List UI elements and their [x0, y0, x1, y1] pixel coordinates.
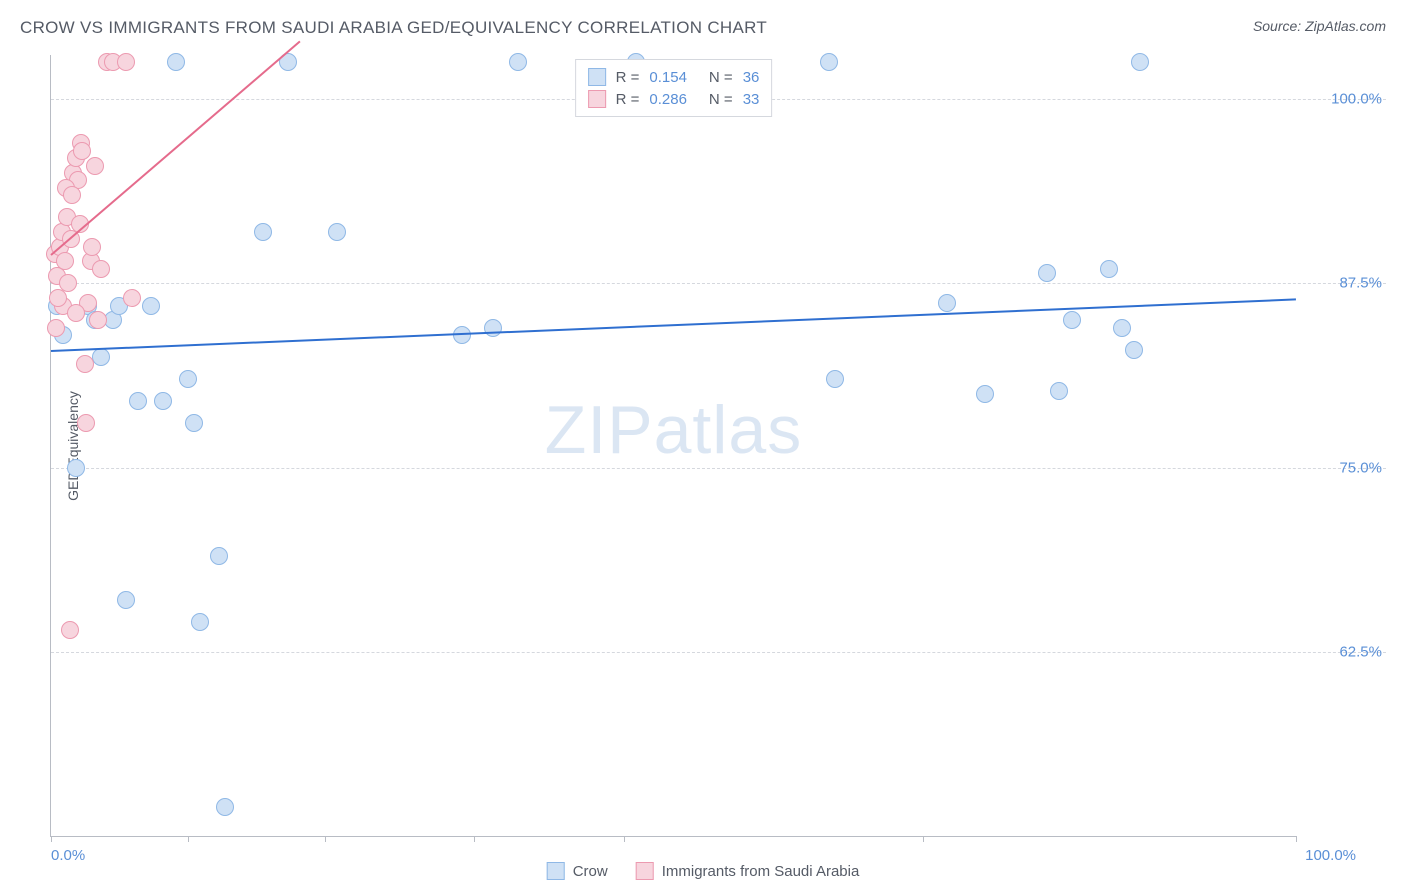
data-point: [67, 459, 85, 477]
legend-n-value: 36: [743, 69, 760, 86]
data-point: [1063, 311, 1081, 329]
legend-series-label: Immigrants from Saudi Arabia: [662, 863, 860, 880]
data-point: [117, 53, 135, 71]
gridline: [51, 283, 1386, 284]
data-point: [1131, 53, 1149, 71]
chart-title: CROW VS IMMIGRANTS FROM SAUDI ARABIA GED…: [20, 18, 767, 38]
legend-r-label: R =: [616, 69, 640, 86]
data-point: [142, 297, 160, 315]
data-point: [938, 294, 956, 312]
data-point: [820, 53, 838, 71]
gridline: [51, 468, 1386, 469]
data-point: [92, 348, 110, 366]
legend-swatch: [588, 68, 606, 86]
watermark: ZIPatlas: [545, 391, 802, 469]
legend-series: Crow Immigrants from Saudi Arabia: [547, 862, 860, 880]
y-tick-label: 100.0%: [1331, 91, 1382, 108]
gridline: [51, 652, 1386, 653]
data-point: [63, 186, 81, 204]
plot-region: ZIPatlas R =0.154N =36R =0.286N =33 62.5…: [50, 55, 1296, 837]
data-point: [1125, 341, 1143, 359]
data-point: [61, 621, 79, 639]
x-tick: [474, 836, 475, 842]
data-point: [185, 414, 203, 432]
legend-series-item: Crow: [547, 862, 608, 880]
legend-n-value: 33: [743, 91, 760, 108]
data-point: [73, 142, 91, 160]
x-axis-min-label: 0.0%: [51, 847, 85, 864]
data-point: [86, 157, 104, 175]
legend-swatch: [547, 862, 565, 880]
y-tick-label: 75.0%: [1339, 459, 1382, 476]
data-point: [123, 289, 141, 307]
legend-swatch: [636, 862, 654, 880]
data-point: [328, 223, 346, 241]
legend-r-value: 0.154: [649, 69, 687, 86]
data-point: [216, 798, 234, 816]
data-point: [77, 414, 95, 432]
data-point: [47, 319, 65, 337]
y-tick-label: 87.5%: [1339, 275, 1382, 292]
data-point: [254, 223, 272, 241]
data-point: [154, 392, 172, 410]
data-point: [1050, 382, 1068, 400]
x-tick: [188, 836, 189, 842]
x-tick: [325, 836, 326, 842]
legend-row: R = 0.286 N = 33: [588, 88, 760, 110]
data-point: [210, 547, 228, 565]
legend-r-label: R =: [616, 91, 640, 108]
data-point: [76, 355, 94, 373]
legend-correlation: R = 0.154 N = 36 R = 0.286 N = 33: [575, 59, 773, 117]
data-point: [56, 252, 74, 270]
y-tick-label: 62.5%: [1339, 643, 1382, 660]
x-tick: [624, 836, 625, 842]
data-point: [1100, 260, 1118, 278]
data-point: [191, 613, 209, 631]
data-point: [129, 392, 147, 410]
trend-line: [51, 298, 1296, 352]
data-point: [1113, 319, 1131, 337]
data-point: [1038, 264, 1056, 282]
x-axis-max-label: 100.0%: [1305, 847, 1356, 864]
legend-series-item: Immigrants from Saudi Arabia: [636, 862, 860, 880]
x-tick: [923, 836, 924, 842]
legend-series-label: Crow: [573, 863, 608, 880]
legend-r-value: 0.286: [649, 91, 687, 108]
data-point: [179, 370, 197, 388]
data-point: [67, 304, 85, 322]
data-point: [83, 238, 101, 256]
data-point: [976, 385, 994, 403]
x-tick: [1296, 836, 1297, 842]
legend-swatch: [588, 90, 606, 108]
legend-n-label: N =: [709, 69, 733, 86]
source-attribution: Source: ZipAtlas.com: [1253, 18, 1386, 34]
data-point: [92, 260, 110, 278]
data-point: [89, 311, 107, 329]
x-tick: [51, 836, 52, 842]
data-point: [509, 53, 527, 71]
legend-row: R = 0.154 N = 36: [588, 66, 760, 88]
data-point: [117, 591, 135, 609]
chart-area: GED/Equivalency ZIPatlas R =0.154N =36R …: [50, 55, 1386, 837]
data-point: [167, 53, 185, 71]
data-point: [826, 370, 844, 388]
legend-n-label: N =: [709, 91, 733, 108]
data-point: [49, 289, 67, 307]
